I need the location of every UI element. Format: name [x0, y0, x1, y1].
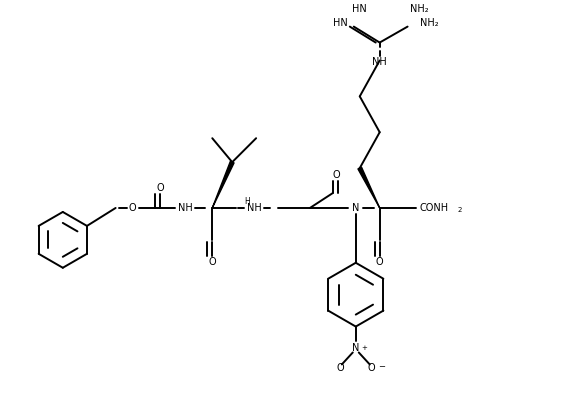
- Polygon shape: [358, 167, 379, 208]
- Polygon shape: [212, 161, 234, 208]
- Text: O: O: [332, 170, 340, 180]
- Text: NH: NH: [372, 57, 387, 68]
- Text: N: N: [352, 343, 360, 353]
- Text: O: O: [336, 363, 343, 373]
- Text: HN: HN: [333, 18, 348, 27]
- Text: NH₂: NH₂: [410, 4, 429, 14]
- Text: O: O: [129, 203, 136, 213]
- Text: 2: 2: [457, 207, 462, 213]
- Text: −: −: [378, 362, 385, 371]
- Text: HN: HN: [352, 4, 367, 14]
- Text: O: O: [368, 363, 375, 373]
- Text: O: O: [376, 257, 384, 267]
- Text: NH: NH: [247, 203, 261, 213]
- Text: +: +: [362, 345, 368, 351]
- Text: CONH: CONH: [420, 203, 449, 213]
- Text: N: N: [352, 203, 360, 213]
- Text: O: O: [157, 183, 164, 193]
- Text: NH: NH: [178, 203, 193, 213]
- Text: NH₂: NH₂: [420, 18, 438, 27]
- Text: O: O: [208, 257, 216, 267]
- Text: H: H: [244, 197, 250, 206]
